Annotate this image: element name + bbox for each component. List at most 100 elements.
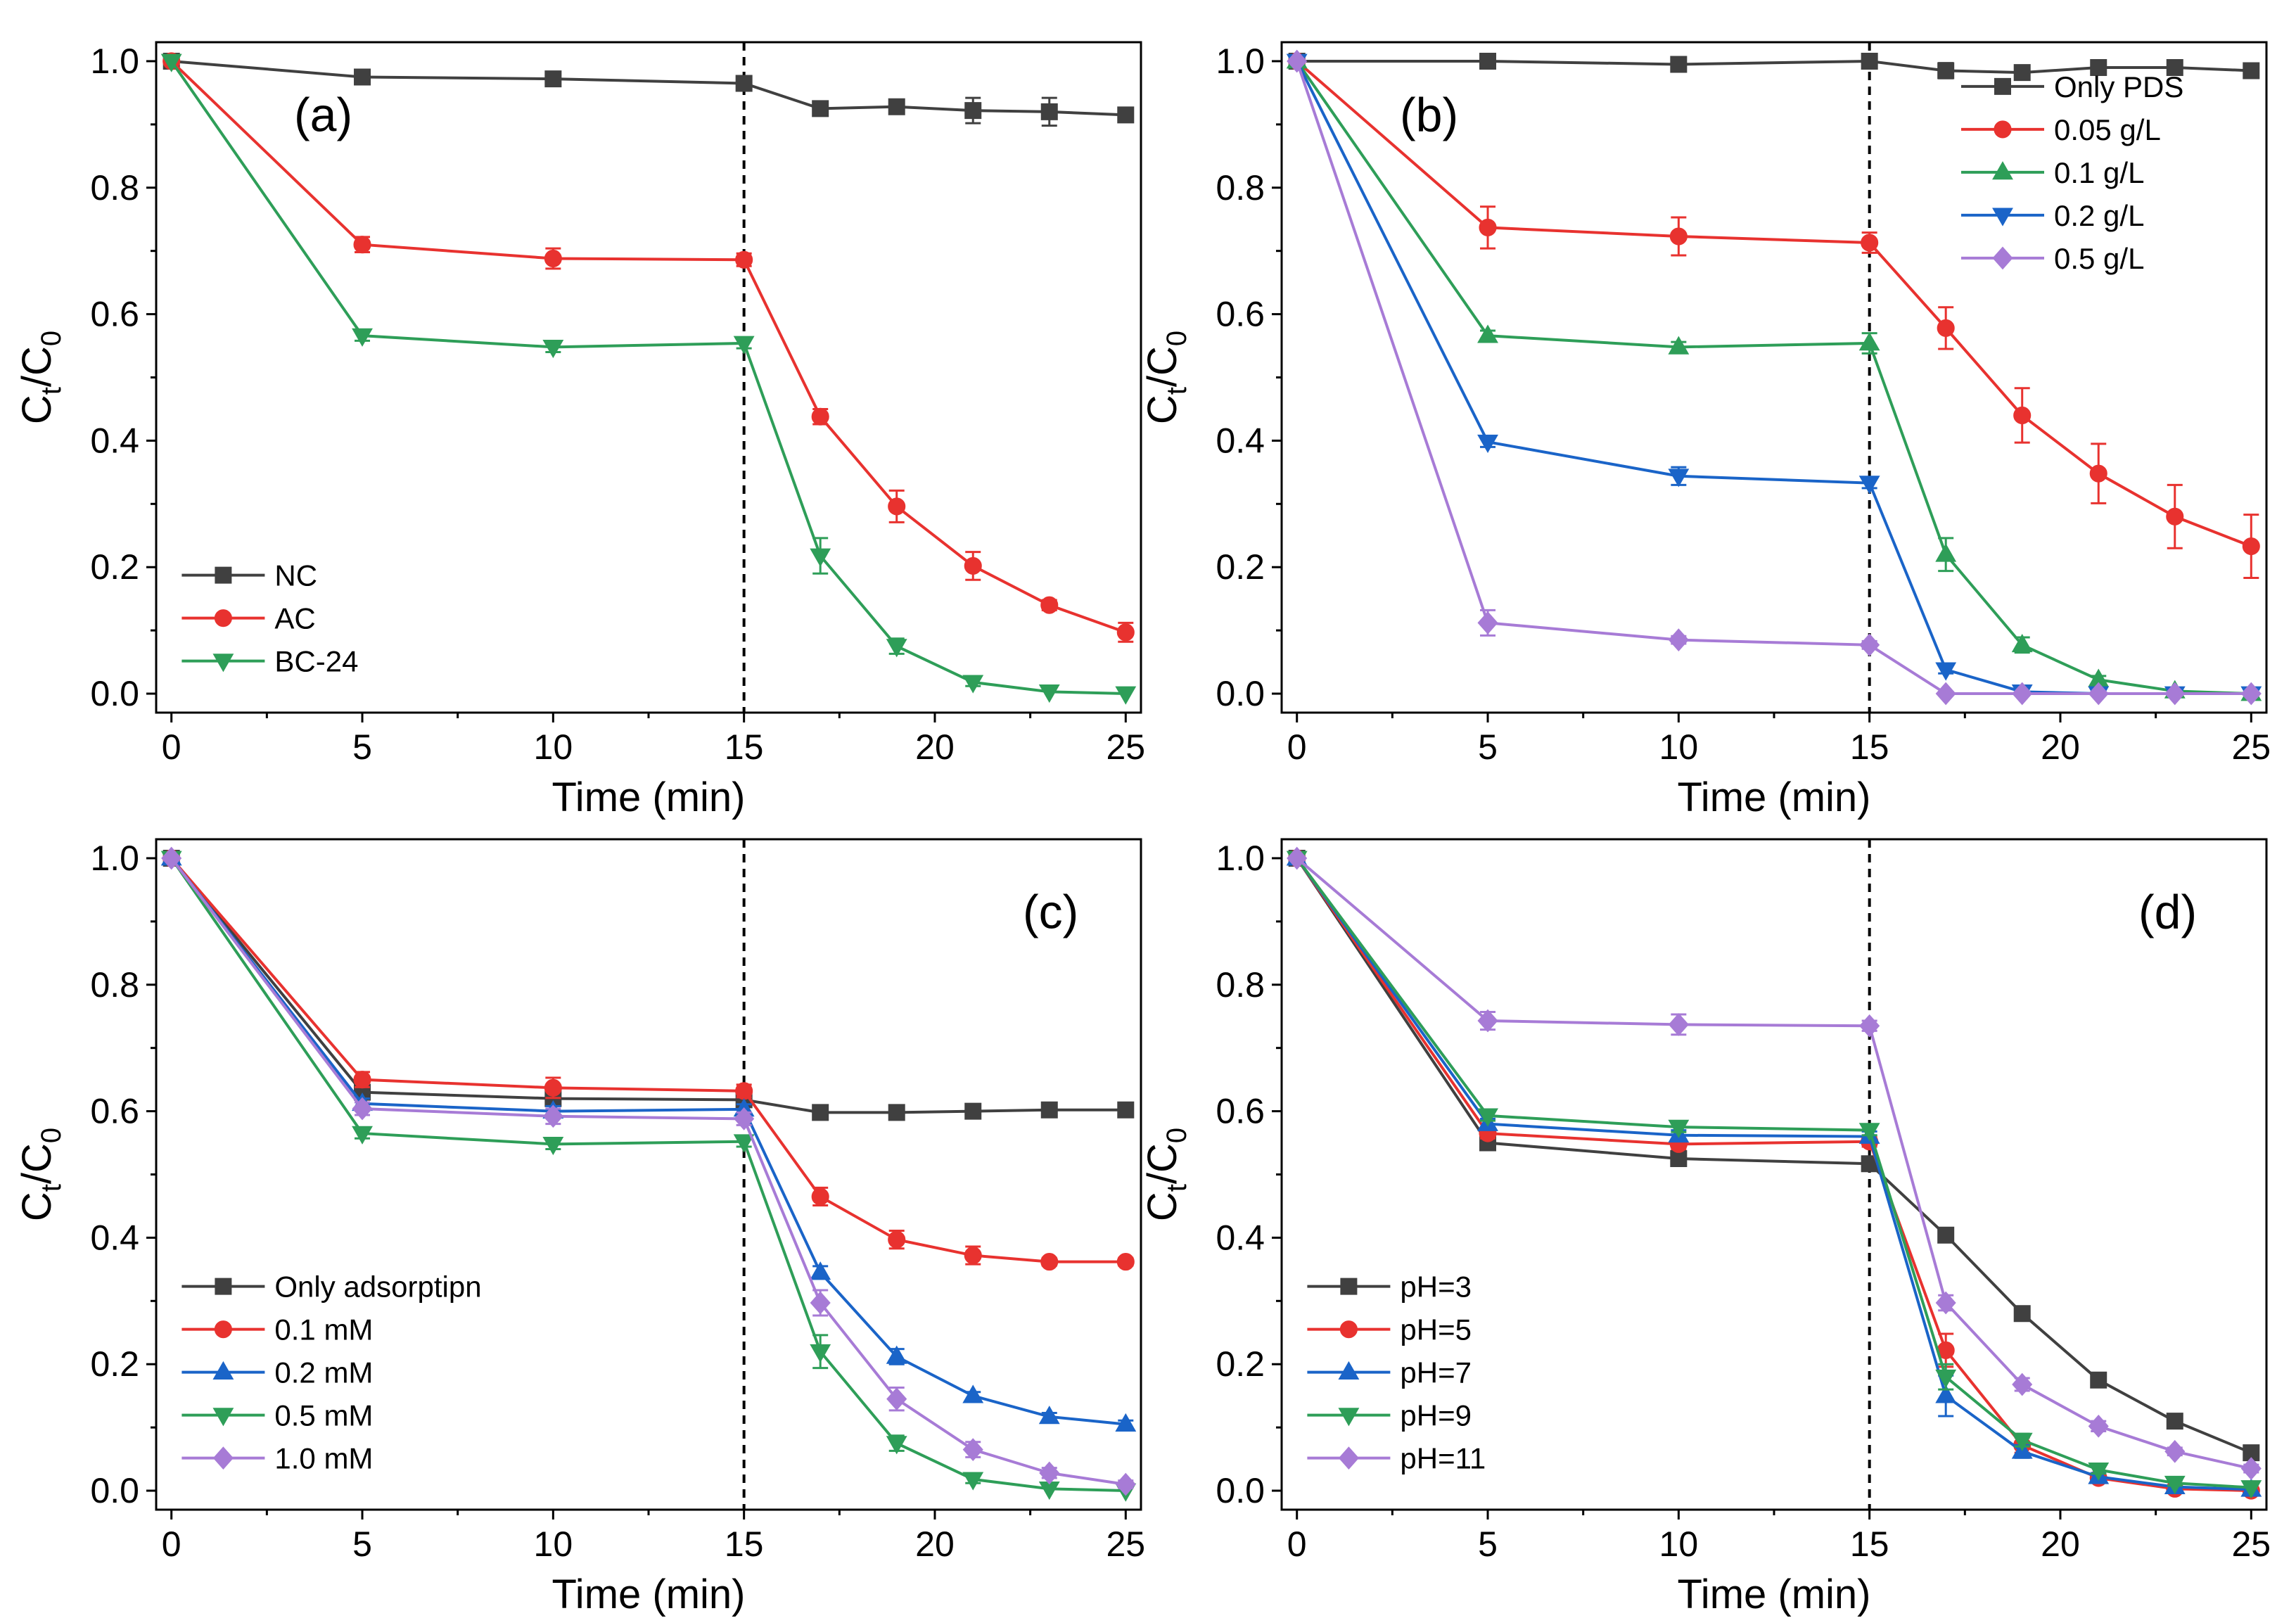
panel-b-legend-marker xyxy=(1994,120,2012,139)
panel-a-x-tick-label: 0 xyxy=(162,727,181,767)
panel-c-y-tick-label: 0.2 xyxy=(90,1344,139,1384)
panel-c-data-point xyxy=(734,1107,755,1130)
panel-b-data-point xyxy=(1858,476,1880,495)
panel-a-data-point xyxy=(733,336,755,355)
panel-c-series-line xyxy=(170,857,1126,1493)
panel-b-data-point xyxy=(2090,58,2107,76)
panel-d-series-line xyxy=(1296,857,2252,1491)
panel-c-data-point xyxy=(810,1261,831,1280)
panel-c-data-point xyxy=(886,1345,907,1364)
panel-c-y-tick-label: 0.4 xyxy=(90,1218,139,1257)
panel-c-x-tick-label: 15 xyxy=(725,1524,764,1564)
panel-a-data-point xyxy=(352,328,373,347)
panel-a-data-point xyxy=(888,497,906,516)
panel-a-data-point xyxy=(353,236,371,254)
panel-b-data-point xyxy=(2166,58,2183,76)
panel-a-y-tick-label: 0.8 xyxy=(90,168,139,208)
panel-a-x-tick-label: 5 xyxy=(352,727,372,767)
panel-d-x-tick-label: 0 xyxy=(1287,1524,1307,1564)
panel-b-data-point xyxy=(1935,662,1957,681)
panel-b-y-tick-label: 0.8 xyxy=(1216,168,1265,208)
panel-d-x-tick-label: 10 xyxy=(1659,1524,1699,1564)
panel-c-data-point xyxy=(962,1438,983,1461)
panel-c-data-point xyxy=(1115,1413,1137,1432)
panel-b-legend-label: 0.05 g/L xyxy=(2054,113,2161,146)
panel-b-data-point xyxy=(2242,537,2260,556)
panel-b-x-tick-label: 15 xyxy=(1850,727,1889,767)
panel-d-legend-marker xyxy=(1339,1320,1358,1339)
panel-c-data-point xyxy=(352,1126,373,1145)
panel-c-data-point xyxy=(352,1097,373,1121)
panel-b-x-axis-title: Time (min) xyxy=(1678,775,1871,820)
panel-a-data-point xyxy=(160,53,182,72)
panel-c-data-point xyxy=(542,1137,564,1156)
panel-d-y-tick-label: 1.0 xyxy=(1216,839,1265,878)
panel-d-data-point xyxy=(1668,1013,1689,1036)
panel-b-legend-label: 0.1 g/L xyxy=(2054,156,2144,189)
panel-a-legend-marker xyxy=(212,654,234,673)
panel-d-data-point xyxy=(1937,1226,1955,1244)
panel-d-x-tick-label: 25 xyxy=(2231,1524,2271,1564)
panel-d-data-point xyxy=(2013,1305,2031,1323)
panel-a-data-point xyxy=(962,675,984,694)
panel-d-x-tick-label: 15 xyxy=(1850,1524,1889,1564)
panel-b-legend-label: 0.2 g/L xyxy=(2054,199,2144,232)
panel-d-data-point xyxy=(1287,846,1308,870)
panel-b-y-tick-label: 1.0 xyxy=(1216,42,1265,81)
panel-b-legend-marker xyxy=(1992,208,2013,227)
panel-b-x-tick-label: 5 xyxy=(1478,727,1498,767)
panel-d-legend-label: pH=11 xyxy=(1400,1442,1486,1475)
panel-d-group: 0 5 10 15 20 25 0.0 0.2 0.4 0.6 0.8 1.0 Time (min) Ct… xyxy=(1140,838,2271,1617)
panel-a-data-point xyxy=(354,68,371,86)
panel-c-data-point xyxy=(1115,1472,1136,1496)
panel-a-data-point xyxy=(1117,106,1135,124)
panel-a-data-point xyxy=(735,250,753,269)
panel-c-data-point xyxy=(733,1134,755,1153)
panel-b-data-point xyxy=(1287,49,1308,73)
panel-b-panel-label: (b) xyxy=(1400,88,1458,141)
panel-d-data-point xyxy=(2088,1463,2110,1482)
panel-a-x-tick-label: 25 xyxy=(1106,727,1145,767)
panel-a-data-point xyxy=(810,548,831,567)
panel-a-data-point xyxy=(812,100,829,117)
panel-d-data-point xyxy=(2164,1439,2186,1463)
panel-c-series-line xyxy=(170,857,1126,1486)
panel-b-data-point xyxy=(1935,682,1956,706)
panel-a-series-line xyxy=(170,60,1126,696)
panel-d-panel-label: (d) xyxy=(2138,885,2197,938)
panel-b-y-axis-title: Ct/C0 xyxy=(1140,331,1192,424)
panel-c-data-point xyxy=(964,1247,982,1265)
panel-d-x-axis-title: Time (min) xyxy=(1678,1572,1871,1617)
panel-a-y-tick-label: 0.6 xyxy=(90,295,139,334)
panel-b-y-tick-label: 0.6 xyxy=(1216,295,1265,334)
panel-d-data-point xyxy=(2012,1372,2033,1396)
panel-d-data-point xyxy=(1858,1123,1880,1142)
panel-b-data-point xyxy=(2013,406,2032,424)
panel-d-legend-marker xyxy=(1338,1446,1359,1470)
panel-c-data-point xyxy=(886,1436,907,1455)
panel-d-y-tick-label: 0.4 xyxy=(1216,1218,1265,1257)
panel-d-x-tick-label: 20 xyxy=(2041,1524,2080,1564)
panel-b-data-point xyxy=(1937,62,1955,79)
panel-c-data-point xyxy=(888,1230,906,1249)
panel-d-data-point xyxy=(2240,1480,2262,1499)
panel-b-x-tick-label: 10 xyxy=(1659,727,1699,767)
panel-d-data-point xyxy=(2088,1414,2109,1438)
panel-c-group: 0 5 10 15 20 25 0.0 0.2 0.4 0.6 0.8 1.0 Time (min) Ct… xyxy=(14,838,1145,1617)
panel-d-legend-marker xyxy=(1340,1278,1358,1295)
panel-c-data-point xyxy=(812,1104,829,1121)
panel-b-data-point xyxy=(2166,507,2184,525)
panel-a-data-point xyxy=(964,556,982,575)
panel-c-data-point xyxy=(1040,1101,1058,1119)
panel-b-data-point xyxy=(1935,543,1957,562)
panel-c-y-axis-title: Ct/C0 xyxy=(14,1128,67,1221)
panel-d-y-tick-label: 0.8 xyxy=(1216,965,1265,1005)
panel-a-data-point xyxy=(1038,684,1060,703)
panel-c-x-tick-label: 20 xyxy=(915,1524,955,1564)
panel-d-series-line xyxy=(1296,857,2252,1493)
panel-a-legend-marker xyxy=(214,609,232,628)
panel-c-legend-marker xyxy=(212,1408,234,1427)
panel-a-y-tick-label: 0.4 xyxy=(90,421,139,460)
panel-c-data-point xyxy=(1116,1253,1135,1271)
panel-d-data-point xyxy=(1861,1155,1878,1173)
